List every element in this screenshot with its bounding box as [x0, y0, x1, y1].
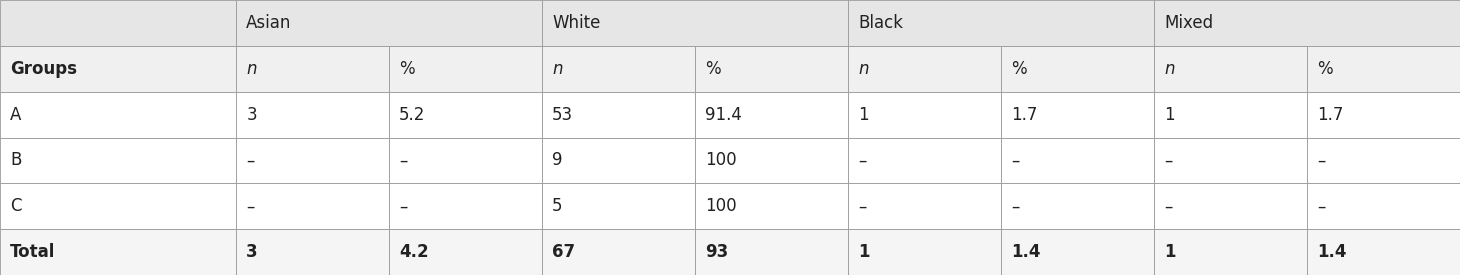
- Text: 9: 9: [552, 152, 562, 169]
- Bar: [237, 0, 542, 46]
- Bar: [388, 138, 542, 183]
- Text: n: n: [552, 60, 562, 78]
- Bar: [695, 138, 848, 183]
- Text: n: n: [1164, 60, 1175, 78]
- Text: n: n: [858, 60, 869, 78]
- Text: 4.2: 4.2: [399, 243, 429, 261]
- Text: 5: 5: [552, 197, 562, 215]
- Bar: [695, 183, 848, 229]
- Bar: [0, 92, 237, 138]
- Text: 1.4: 1.4: [1317, 243, 1346, 261]
- Bar: [1153, 229, 1307, 275]
- Text: %: %: [399, 60, 415, 78]
- Text: –: –: [1164, 197, 1172, 215]
- Bar: [848, 92, 1002, 138]
- Text: %: %: [1317, 60, 1333, 78]
- Text: 100: 100: [705, 197, 737, 215]
- Bar: [0, 138, 237, 183]
- Text: –: –: [399, 197, 407, 215]
- Text: –: –: [1317, 152, 1326, 169]
- Bar: [848, 183, 1002, 229]
- Text: 1.7: 1.7: [1012, 106, 1038, 123]
- Text: Mixed: Mixed: [1164, 14, 1213, 32]
- Text: 3: 3: [247, 243, 258, 261]
- Bar: [695, 92, 848, 138]
- Bar: [388, 229, 542, 275]
- Bar: [0, 183, 237, 229]
- Text: n: n: [247, 60, 257, 78]
- Text: Total: Total: [10, 243, 55, 261]
- Bar: [542, 0, 848, 46]
- Text: %: %: [705, 60, 721, 78]
- Text: –: –: [247, 197, 254, 215]
- Bar: [1307, 46, 1460, 92]
- Bar: [695, 229, 848, 275]
- Text: –: –: [1317, 197, 1326, 215]
- Bar: [1307, 92, 1460, 138]
- Bar: [542, 138, 695, 183]
- Text: 1: 1: [1164, 106, 1175, 123]
- Text: 67: 67: [552, 243, 575, 261]
- Text: 1: 1: [858, 106, 869, 123]
- Bar: [848, 138, 1002, 183]
- Bar: [237, 229, 388, 275]
- Bar: [1002, 138, 1153, 183]
- Bar: [1002, 46, 1153, 92]
- Bar: [848, 0, 1153, 46]
- Bar: [388, 183, 542, 229]
- Bar: [1153, 92, 1307, 138]
- Text: 91.4: 91.4: [705, 106, 742, 123]
- Text: –: –: [1164, 152, 1172, 169]
- Text: 1.7: 1.7: [1317, 106, 1343, 123]
- Text: A: A: [10, 106, 22, 123]
- Bar: [1002, 183, 1153, 229]
- Text: %: %: [1012, 60, 1026, 78]
- Bar: [542, 229, 695, 275]
- Bar: [237, 92, 388, 138]
- Bar: [0, 46, 237, 92]
- Bar: [695, 46, 848, 92]
- Text: C: C: [10, 197, 22, 215]
- Text: 93: 93: [705, 243, 729, 261]
- Text: 1: 1: [858, 243, 870, 261]
- Text: 1: 1: [1164, 243, 1175, 261]
- Bar: [542, 46, 695, 92]
- Bar: [388, 46, 542, 92]
- Bar: [848, 46, 1002, 92]
- Text: 1.4: 1.4: [1012, 243, 1041, 261]
- Text: Black: Black: [858, 14, 904, 32]
- Text: –: –: [1012, 197, 1019, 215]
- Text: –: –: [247, 152, 254, 169]
- Bar: [1307, 229, 1460, 275]
- Bar: [0, 0, 237, 46]
- Text: Asian: Asian: [247, 14, 292, 32]
- Bar: [1153, 183, 1307, 229]
- Bar: [237, 183, 388, 229]
- Text: 3: 3: [247, 106, 257, 123]
- Bar: [388, 92, 542, 138]
- Bar: [848, 229, 1002, 275]
- Bar: [1307, 138, 1460, 183]
- Text: –: –: [858, 197, 867, 215]
- Bar: [0, 229, 237, 275]
- Bar: [542, 92, 695, 138]
- Text: –: –: [399, 152, 407, 169]
- Text: 5.2: 5.2: [399, 106, 426, 123]
- Bar: [1153, 46, 1307, 92]
- Text: 100: 100: [705, 152, 737, 169]
- Text: B: B: [10, 152, 22, 169]
- Text: White: White: [552, 14, 600, 32]
- Text: –: –: [858, 152, 867, 169]
- Text: Groups: Groups: [10, 60, 77, 78]
- Text: 53: 53: [552, 106, 574, 123]
- Bar: [1002, 92, 1153, 138]
- Bar: [542, 183, 695, 229]
- Bar: [1002, 229, 1153, 275]
- Bar: [237, 138, 388, 183]
- Bar: [1153, 138, 1307, 183]
- Text: –: –: [1012, 152, 1019, 169]
- Bar: [237, 46, 388, 92]
- Bar: [1153, 0, 1460, 46]
- Bar: [1307, 183, 1460, 229]
